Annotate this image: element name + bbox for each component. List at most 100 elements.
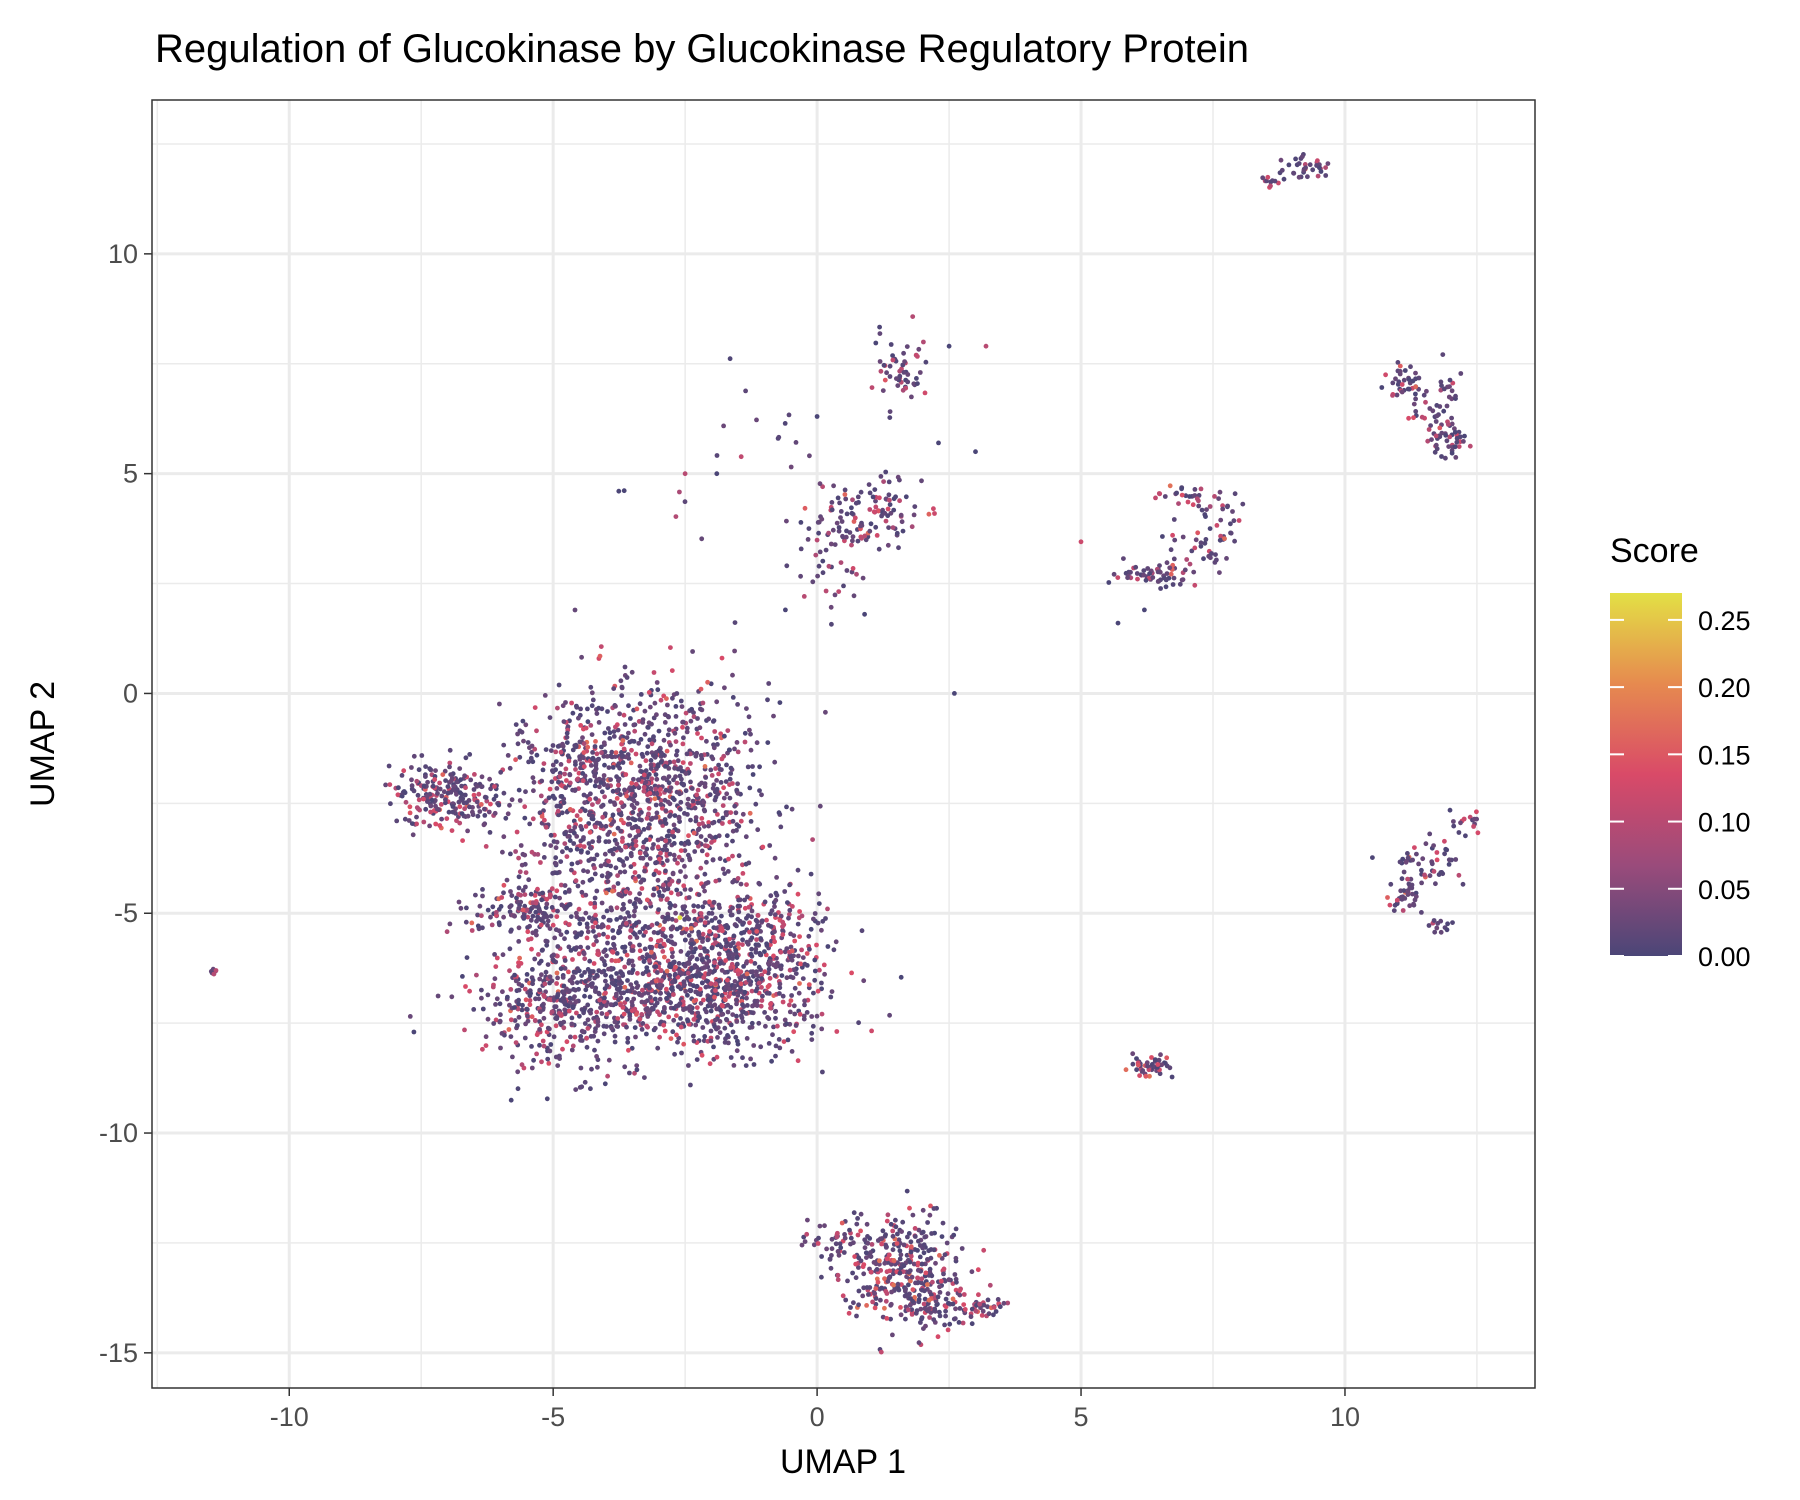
data-point	[662, 843, 668, 849]
data-point	[454, 791, 459, 797]
data-point	[581, 755, 586, 761]
data-point	[920, 1229, 926, 1235]
data-point	[944, 1240, 950, 1246]
data-point	[528, 891, 534, 897]
data-point	[1429, 861, 1435, 867]
data-point	[860, 1293, 866, 1299]
data-point	[690, 798, 696, 804]
data-point	[908, 1278, 913, 1284]
data-point	[1456, 830, 1462, 835]
data-point	[625, 978, 630, 983]
data-point	[456, 899, 462, 905]
data-point	[672, 857, 678, 862]
data-point	[1442, 838, 1447, 844]
data-point	[581, 1007, 587, 1013]
data-point	[630, 948, 636, 953]
data-point	[579, 1038, 585, 1043]
data-point	[740, 1055, 745, 1061]
data-point	[694, 1005, 700, 1010]
data-point	[626, 970, 632, 975]
data-point	[641, 788, 647, 794]
data-point	[664, 858, 670, 863]
data-point	[619, 741, 624, 747]
data-point	[714, 1054, 720, 1060]
data-point	[805, 537, 811, 542]
data-point	[620, 738, 626, 743]
data-point	[594, 1054, 599, 1059]
data-point	[741, 1009, 746, 1015]
data-point	[1423, 399, 1428, 405]
data-point	[1391, 908, 1397, 913]
data-point	[883, 1298, 889, 1304]
data-point	[626, 730, 631, 736]
data-point	[1212, 494, 1217, 499]
data-point	[416, 797, 422, 803]
data-point	[648, 786, 654, 791]
data-point	[560, 975, 566, 980]
data-point	[647, 958, 652, 963]
data-point	[685, 796, 691, 802]
data-point	[1449, 388, 1455, 394]
data-point	[1452, 429, 1458, 435]
data-point	[1323, 165, 1328, 171]
data-point	[581, 750, 587, 755]
data-point	[435, 791, 440, 796]
data-point	[985, 1304, 990, 1310]
data-point	[728, 771, 734, 776]
data-point	[646, 811, 651, 817]
data-point	[643, 929, 648, 935]
data-point	[787, 1002, 792, 1008]
data-point	[673, 964, 678, 970]
data-point	[644, 750, 650, 756]
data-point	[1224, 556, 1229, 561]
data-point	[618, 915, 623, 920]
data-point	[865, 1234, 870, 1239]
data-point	[629, 747, 634, 753]
data-point	[664, 847, 670, 853]
data-point	[828, 994, 834, 1000]
data-point	[554, 839, 560, 845]
data-point	[856, 1020, 861, 1026]
data-point	[1310, 167, 1316, 173]
data-point	[1228, 530, 1233, 536]
legend-tick-label: 0.10	[1698, 808, 1751, 838]
data-point	[651, 871, 657, 877]
data-point	[647, 954, 652, 960]
data-point	[969, 1306, 975, 1312]
data-point	[576, 951, 582, 957]
data-point	[888, 1316, 893, 1322]
data-point	[652, 996, 658, 1002]
data-point	[647, 900, 653, 906]
data-point	[867, 528, 873, 534]
data-point	[855, 1216, 860, 1221]
data-point	[691, 908, 697, 914]
data-point	[578, 944, 583, 950]
data-point	[637, 891, 642, 897]
data-point	[856, 1288, 862, 1294]
data-point	[870, 494, 876, 500]
data-point	[1158, 586, 1163, 591]
data-point	[674, 1032, 679, 1038]
data-point	[654, 776, 660, 782]
data-point	[632, 932, 638, 937]
data-point	[1462, 433, 1467, 439]
data-point	[399, 773, 405, 778]
data-point	[1427, 873, 1433, 879]
data-point	[738, 454, 744, 460]
data-point	[547, 980, 552, 986]
data-point	[666, 780, 672, 786]
data-point	[488, 801, 493, 807]
data-point	[717, 856, 723, 862]
data-point	[579, 973, 584, 978]
data-point	[411, 753, 417, 759]
data-point	[1394, 392, 1400, 398]
data-point	[720, 821, 725, 826]
data-point	[787, 882, 792, 888]
data-point	[528, 907, 533, 912]
data-point	[829, 507, 835, 513]
data-point	[758, 929, 763, 934]
data-point	[853, 1275, 859, 1281]
data-point	[522, 861, 528, 867]
data-point	[897, 498, 902, 504]
data-point	[671, 759, 677, 765]
